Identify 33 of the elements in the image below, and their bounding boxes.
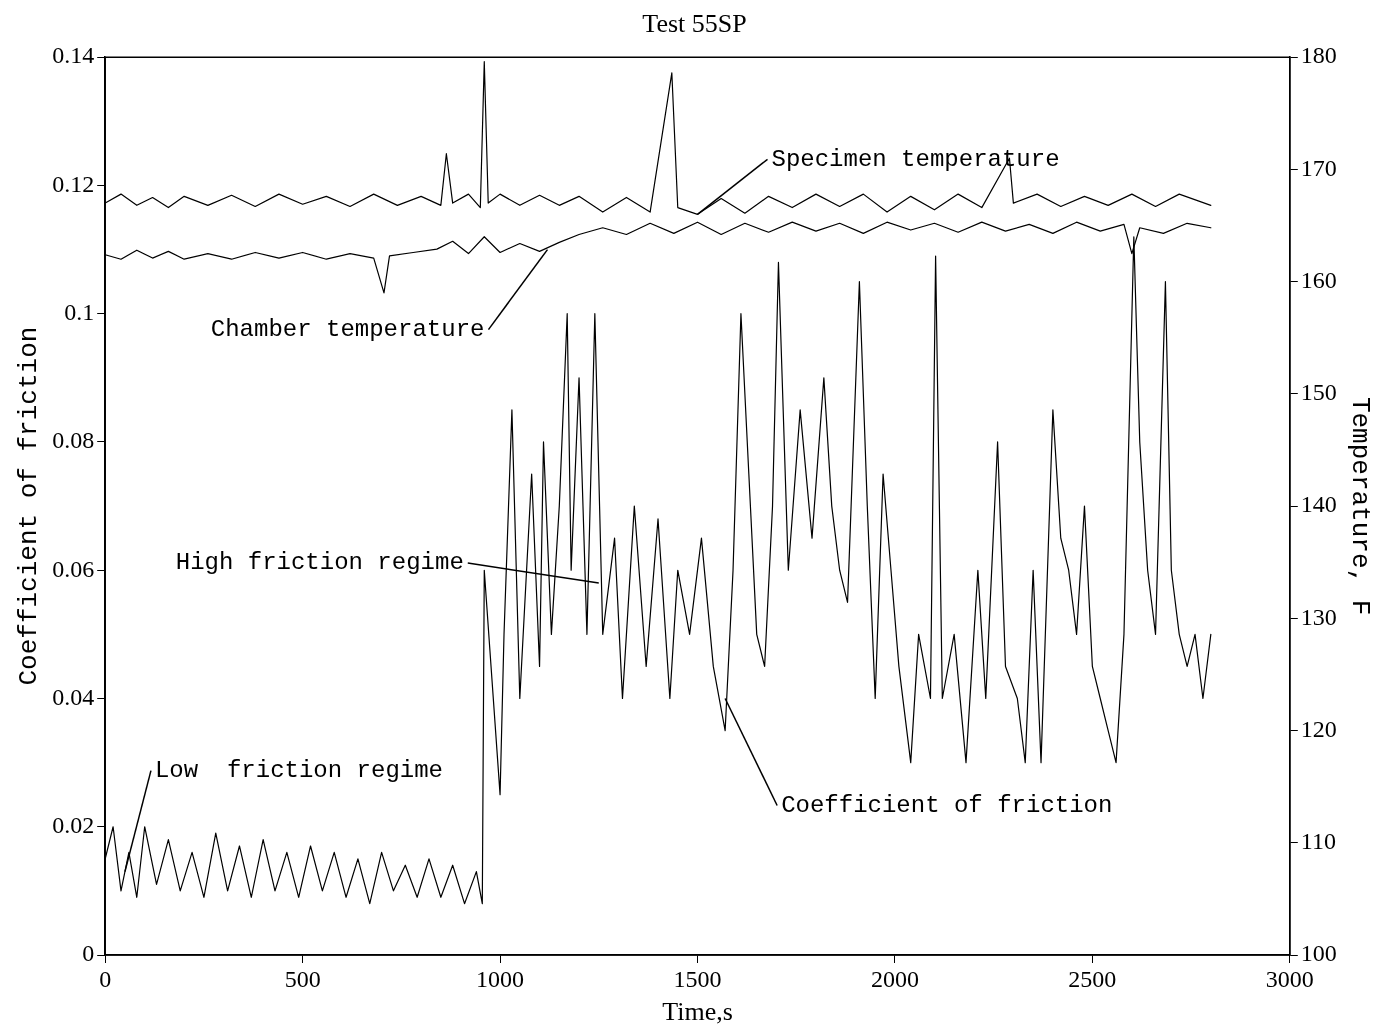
x-tick-label: 1500: [673, 965, 722, 992]
y2-tick-label: 180: [1300, 42, 1337, 69]
x-tick-label: 500: [284, 965, 321, 992]
annotation: Chamber temperature: [210, 315, 485, 343]
y-tick-label: 0.14: [52, 42, 95, 69]
y-tick-label: 0.04: [52, 683, 95, 710]
x-tick-label: 2000: [870, 965, 919, 992]
annotation: Low friction regime: [154, 756, 443, 784]
y-tick-label: 0.1: [64, 299, 95, 326]
y-tick-label: 0.06: [52, 555, 95, 582]
x-axis-title: Time,s: [662, 997, 733, 1027]
x-tick-label: 0: [99, 965, 112, 992]
y2-tick-label: 110: [1300, 828, 1336, 855]
y-tick-label: 0.12: [52, 170, 95, 197]
y2-tick-label: 120: [1300, 715, 1337, 742]
y2-tick-label: 160: [1300, 266, 1337, 293]
y2-tick-label: 100: [1300, 940, 1337, 967]
annotation: Coefficient of friction: [781, 791, 1113, 819]
y-axis-title: Coefficient of friction: [14, 326, 45, 686]
y2-tick-label: 170: [1300, 154, 1337, 181]
y2-tick-label: 140: [1300, 491, 1337, 518]
annotation: Specimen temperature: [771, 145, 1060, 173]
x-tick-label: 2500: [1068, 965, 1117, 992]
y-tick-label: 0: [82, 940, 95, 967]
chart-title: Test 55SP: [642, 9, 747, 39]
y2-axis-title: Temperature, F: [1344, 396, 1375, 616]
x-tick-label: 3000: [1265, 965, 1314, 992]
annotation: High friction regime: [175, 549, 464, 577]
y-tick-label: 0.08: [52, 427, 95, 454]
y-tick-label: 0.02: [52, 812, 95, 839]
x-tick-label: 1000: [476, 965, 525, 992]
y2-tick-label: 130: [1300, 603, 1337, 630]
y2-tick-label: 150: [1300, 379, 1337, 406]
